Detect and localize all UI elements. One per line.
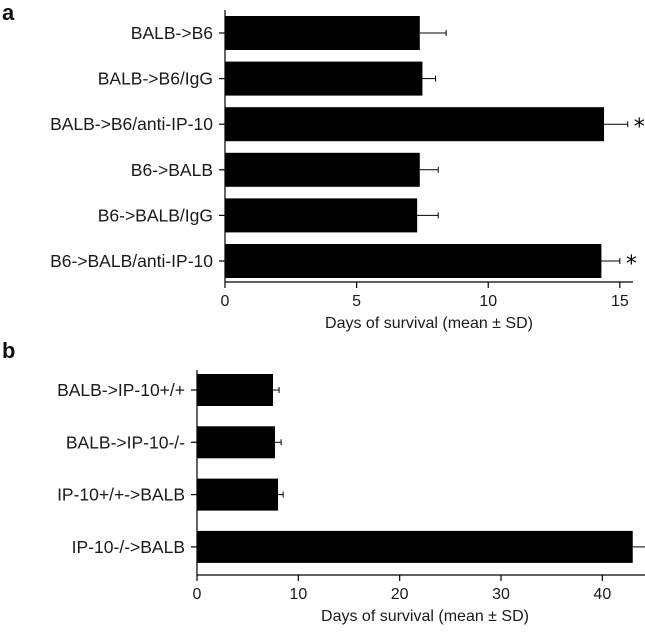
panel-b-chart: 0 10 20 30 40 Days of survival (mean ± SD) BAL…: [57, 370, 645, 625]
panel-b-x-tick-label: 30: [492, 586, 510, 603]
panel-a-x-tick-label: 0: [221, 293, 230, 310]
panel-b-x-tick-label: 20: [391, 586, 409, 603]
panel-a-category-label: BALB->B6: [131, 23, 213, 43]
panel-b-category-label: BALB->IP-10-/-: [66, 432, 185, 452]
panel-b-bar: [197, 478, 279, 511]
panel-b-bar: [197, 374, 273, 406]
panel-b-category-label: IP-10+/+->BALB: [57, 485, 185, 505]
panel-a-bar: [225, 107, 605, 142]
panel-a-bar: [225, 16, 420, 50]
panel-a-bar: [225, 198, 418, 233]
panel-a-significance-star: *: [634, 115, 645, 140]
panel-a-x-tick-label: 5: [352, 293, 361, 310]
panel-a-bar: [225, 152, 420, 187]
panel-a-significance-star: *: [626, 252, 637, 277]
panel-a-bar: [225, 244, 602, 278]
panel-a-chart: 0 5 10 15 Days of survival (mean ± SD) BALB->…: [50, 10, 645, 332]
panel-b-x-axis-title: Days of survival (mean ± SD): [321, 608, 529, 625]
panel-a-x-tick-label: 15: [611, 293, 629, 310]
panel-a-x-tick-label: 10: [479, 293, 497, 310]
panel-b-x-tick-label: 0: [193, 586, 202, 603]
panel-b-bar: [197, 530, 633, 563]
panel-b-category-label: IP-10-/->BALB: [72, 537, 185, 557]
panel-b-x-tick-label: 40: [593, 586, 611, 603]
panel-a-category-label: B6->BALB: [131, 160, 213, 180]
panel-a-category-label: BALB->B6/IgG: [98, 69, 213, 89]
panel-a-x-axis-title: Days of survival (mean ± SD): [325, 315, 533, 332]
panel-b-category-label: BALB->IP-10+/+: [57, 380, 185, 400]
panel-b-x-tick-label: 10: [289, 586, 307, 603]
panel-a-category-label: B6->BALB/IgG: [98, 205, 213, 225]
panel-a-category-label: BALB->B6/anti-IP-10: [50, 114, 213, 134]
panel-a-label: a: [2, 0, 15, 25]
panel-a-bar: [225, 61, 423, 96]
panel-a-category-label: B6->BALB/anti-IP-10: [50, 251, 213, 271]
panel-b-bar: [197, 426, 276, 459]
panel-b-label: b: [2, 338, 15, 363]
